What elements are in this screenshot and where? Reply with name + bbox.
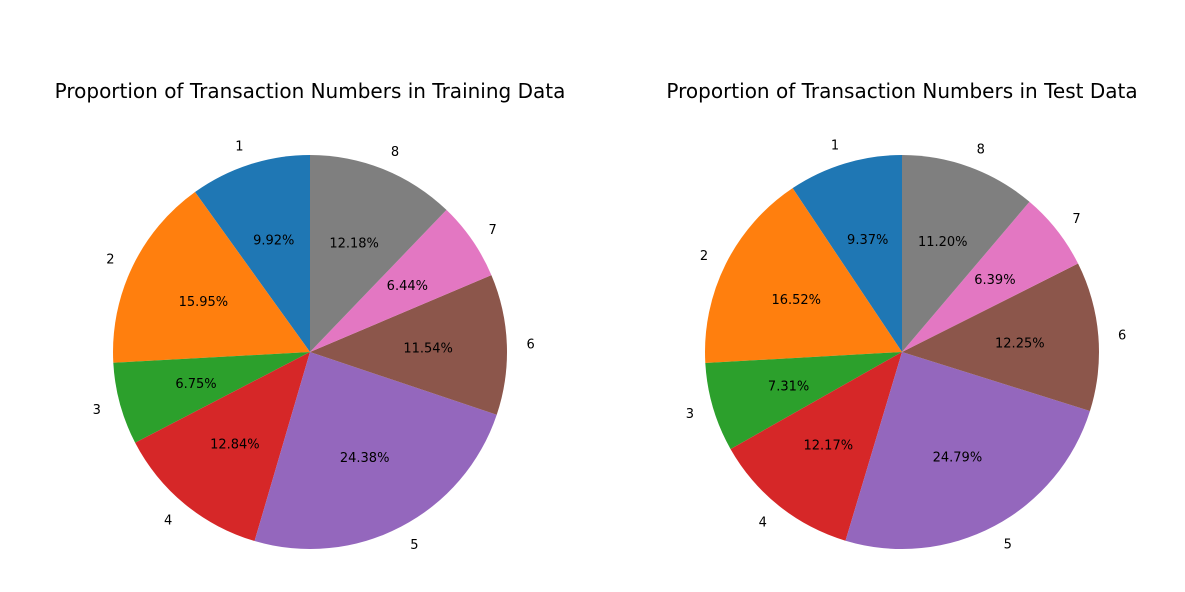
test-percent-label-7: 6.39% [974, 273, 1015, 288]
test-category-label-8: 8 [977, 143, 985, 158]
test-slice-1 [792, 155, 902, 352]
test-percent-label-1: 9.37% [847, 233, 888, 248]
training-category-label-7: 7 [488, 223, 496, 238]
test-category-label-1: 1 [831, 139, 839, 154]
training-percent-label-3: 6.75% [175, 377, 216, 392]
training-category-label-4: 4 [164, 513, 172, 528]
training-category-label-2: 2 [106, 252, 114, 267]
training-slice-3 [113, 352, 311, 443]
training-category-label-6: 6 [527, 338, 535, 353]
test-category-label-6: 6 [1118, 329, 1126, 344]
training-chart-title: Proportion of Transaction Numbers in Tra… [55, 79, 566, 103]
test-percent-label-8: 11.20% [918, 235, 968, 250]
test-slice-7 [902, 201, 1079, 352]
training-slice-8 [310, 155, 447, 352]
training-percent-label-5: 24.38% [340, 451, 390, 466]
training-category-label-1: 1 [235, 140, 243, 155]
test-slice-3 [705, 352, 902, 450]
test-category-label-5: 5 [1004, 537, 1012, 552]
training-category-label-3: 3 [93, 403, 101, 418]
test-slice-6 [902, 263, 1099, 411]
training-percent-label-6: 11.54% [403, 341, 453, 356]
test-percent-label-4: 12.17% [804, 438, 854, 453]
training-labels: 9.92% 1 15.95% 2 6.75% 3 12.84% 4 24.38% 5 11.54% 6… [93, 140, 535, 553]
training-percent-label-4: 12.84% [210, 437, 260, 452]
test-slice-4 [730, 352, 902, 541]
training-percent-label-2: 15.95% [179, 295, 229, 310]
test-percent-label-3: 7.31% [768, 379, 809, 394]
training-pie-chart: Proportion of Transaction Numbers in Tra… [55, 79, 566, 553]
training-percent-label-1: 9.92% [253, 233, 294, 248]
training-category-label-5: 5 [410, 538, 418, 553]
test-category-label-2: 2 [700, 249, 708, 264]
training-percent-label-7: 6.44% [387, 279, 428, 294]
training-slices [113, 155, 507, 550]
training-slice-6 [310, 275, 507, 415]
test-category-label-7: 7 [1072, 212, 1080, 227]
test-chart-title: Proportion of Transaction Numbers in Tes… [666, 79, 1137, 103]
test-labels: 9.37% 1 16.52% 2 7.31% 3 12.17% 4 24.79% 5 12.25% 6… [686, 139, 1126, 553]
training-percent-label-8: 12.18% [329, 236, 379, 251]
training-slice-2 [113, 192, 311, 363]
test-slice-2 [704, 188, 902, 364]
training-slice-5 [254, 352, 497, 550]
training-slice-4 [135, 352, 310, 542]
test-slices [704, 155, 1099, 549]
test-percent-label-2: 16.52% [771, 293, 821, 308]
training-slice-1 [195, 155, 310, 352]
test-slice-8 [902, 155, 1030, 352]
test-category-label-4: 4 [759, 515, 767, 530]
test-slice-5 [845, 352, 1090, 549]
test-percent-label-6: 12.25% [995, 336, 1045, 351]
test-category-label-3: 3 [686, 407, 694, 422]
training-slice-7 [310, 209, 492, 352]
training-category-label-8: 8 [391, 145, 399, 160]
test-pie-chart: Proportion of Transaction Numbers in Tes… [666, 79, 1137, 552]
test-percent-label-5: 24.79% [933, 450, 983, 465]
